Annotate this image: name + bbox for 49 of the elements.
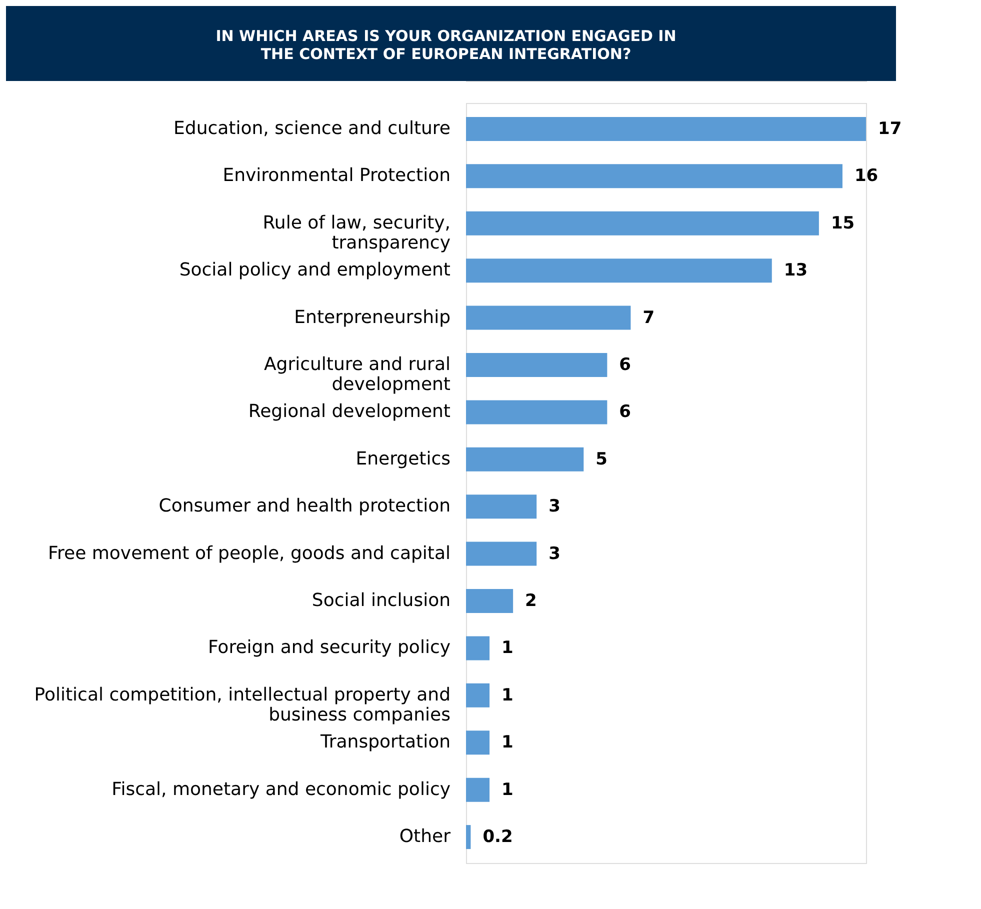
bar xyxy=(466,636,490,660)
y-tick-label: Social policy and employment xyxy=(179,260,450,281)
data-label: 5 xyxy=(596,449,608,470)
bar xyxy=(466,589,514,614)
data-label: 0.2 xyxy=(482,827,513,848)
data-label: 6 xyxy=(619,354,632,375)
data-label: 7 xyxy=(642,308,655,328)
y-tick-label: Regional development xyxy=(248,401,450,422)
bar xyxy=(466,730,490,755)
y-tick-label: Education, science and culture xyxy=(174,118,450,139)
data-label: 16 xyxy=(854,166,878,186)
y-tick-label: Environmental Protection xyxy=(222,165,450,186)
data-label: 17 xyxy=(878,118,902,139)
bar xyxy=(466,116,866,141)
data-label: 3 xyxy=(548,496,560,517)
y-tick-label: Transportation xyxy=(320,732,450,753)
y-tick-label: Social inclusion xyxy=(312,590,450,612)
data-label: 1 xyxy=(502,780,514,800)
y-tick-label: Other xyxy=(399,826,452,848)
y-tick-label: Rule of law, security, transparency xyxy=(262,212,451,254)
bar xyxy=(466,164,842,188)
bar xyxy=(466,825,471,850)
y-tick-label: Free movement of people, goods and capital xyxy=(48,542,450,564)
data-label: 6 xyxy=(619,402,632,422)
data-label: 15 xyxy=(830,213,855,234)
data-label: 2 xyxy=(525,591,537,612)
data-label: 3 xyxy=(548,544,560,564)
data-label: 1 xyxy=(502,732,514,753)
bar xyxy=(466,542,537,566)
bar xyxy=(466,352,608,377)
bar xyxy=(466,400,608,424)
bar xyxy=(466,306,631,330)
bar xyxy=(466,494,537,519)
data-label: 1 xyxy=(502,638,514,658)
y-tick-label: Political competition, intellectual property and business companies xyxy=(34,684,450,726)
bar xyxy=(466,211,819,236)
bar xyxy=(466,258,772,283)
data-label: 13 xyxy=(784,260,808,281)
bar xyxy=(466,778,490,802)
y-tick-label: Consumer and health protection xyxy=(158,496,450,517)
y-tick-label: Fiscal, monetary and economic policy xyxy=(112,778,451,800)
y-tick-label: Energetics xyxy=(356,448,450,470)
y-tick-label: Agriculture and rural development xyxy=(264,354,450,395)
data-label: 1 xyxy=(502,685,514,706)
y-tick-label: Enterpreneurship xyxy=(294,306,450,328)
y-tick-label: Foreign and security policy xyxy=(208,637,451,658)
bar xyxy=(466,447,584,472)
bar xyxy=(466,683,490,708)
chart-title: IN WHICH AREAS IS YOUR ORGANIZATION ENGAGED IN THE CONTEXT OF EUROPEAN INTEGRATION? xyxy=(216,27,676,63)
